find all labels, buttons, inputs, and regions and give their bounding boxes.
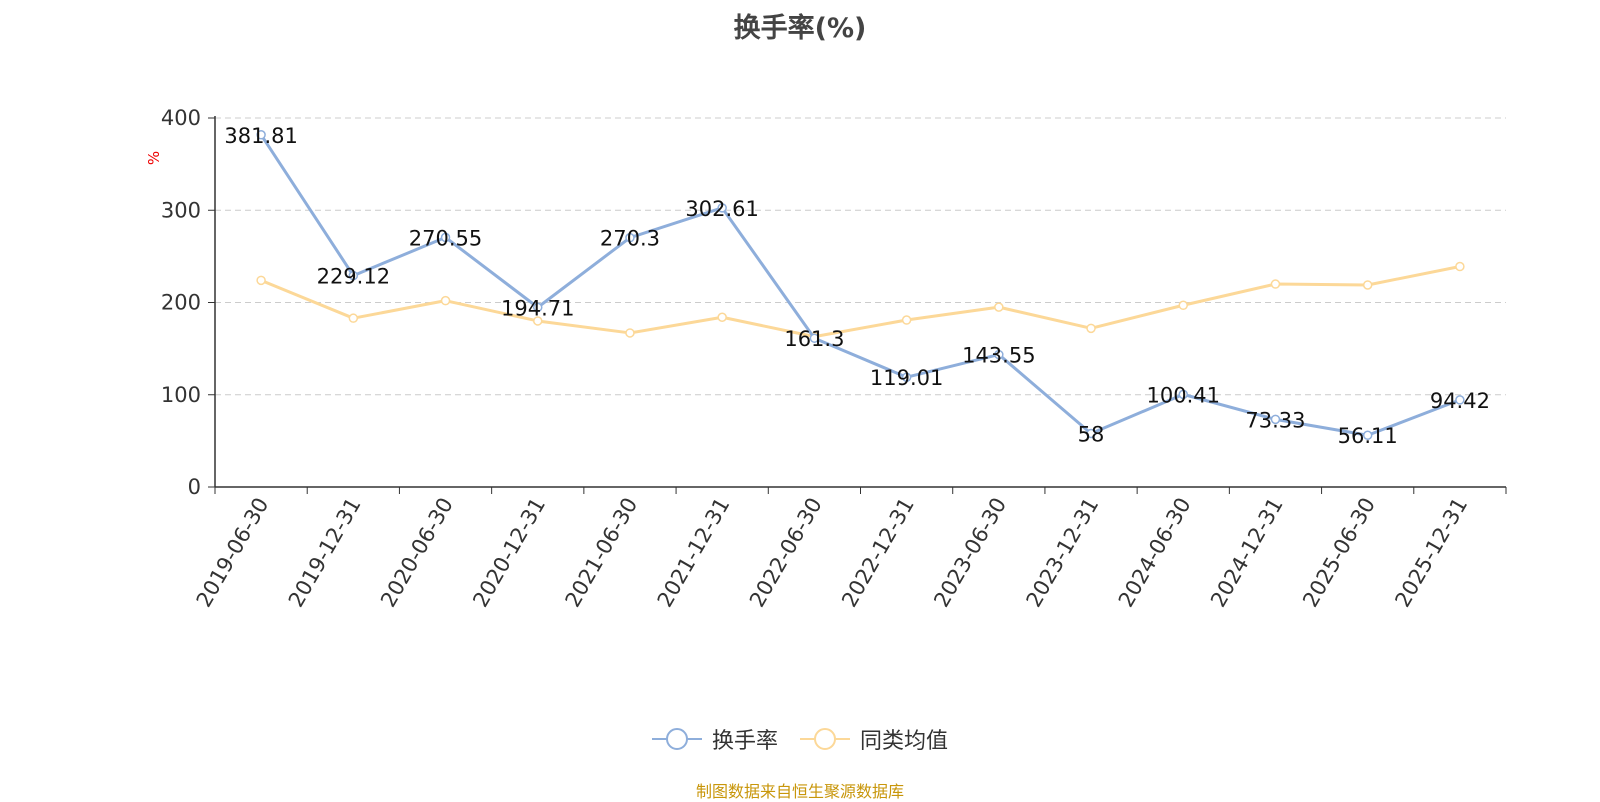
legend-label-peer-average: 同类均值 — [860, 729, 949, 754]
turnover-data-label: 194.71 — [501, 296, 574, 320]
turnover-data-label: 143.55 — [962, 344, 1035, 368]
peer-average-line — [260, 265, 1461, 339]
x-tick-label: 2024-12-31 — [1206, 494, 1288, 612]
turnover-line — [259, 133, 1461, 437]
peer-average-point — [717, 312, 727, 323]
turnover-data-label: 381.81 — [224, 124, 297, 148]
peer-average-point — [994, 302, 1004, 312]
turnover-point — [256, 130, 266, 140]
y-tick-label: 300 — [161, 198, 201, 222]
x-tick-label: 2022-06-30 — [745, 494, 827, 612]
y-tick-label: 0 — [188, 475, 201, 499]
axes: 0 100 200 300 400% 2019-06-30 2019-12-31 2020-0… — [145, 106, 1507, 612]
y-axis-label: % — [145, 151, 163, 165]
x-tick-label: 2023-06-30 — [929, 494, 1011, 612]
legend-label-turnover: 换手率 — [711, 729, 778, 754]
turnover-data-label: 56.11 — [1338, 424, 1398, 448]
x-tick-label: 2023-12-31 — [1022, 494, 1104, 612]
turnover-point — [1270, 414, 1281, 425]
x-tick-label: 2019-12-31 — [284, 494, 366, 612]
chart-title: 换手率(%) — [733, 13, 867, 44]
turnover-data-label: 270.3 — [600, 227, 660, 251]
peer-average-point — [256, 275, 266, 286]
turnover-data-label: 58 — [1078, 422, 1105, 446]
legend: 换手率 同类均值 — [0, 723, 1600, 755]
x-tick-label: 2020-06-30 — [376, 494, 458, 612]
turnover-point — [994, 349, 1004, 360]
data-labels: 381.81 229.12 270.55 194.71 270.3 302.61 161.3… — [224, 124, 1490, 448]
peer-average-point — [1362, 280, 1373, 290]
grid-lines — [215, 117, 1506, 396]
legend-item-turnover[interactable]: 换手率 — [651, 723, 778, 755]
turnover-point — [901, 372, 912, 382]
x-tick-label: 2021-06-30 — [560, 494, 642, 612]
peer-average-point — [625, 328, 635, 338]
y-tick-label: 200 — [161, 291, 201, 315]
y-tick-label: 400 — [161, 106, 201, 130]
turnover-point — [717, 203, 727, 213]
x-tick-label: 2025-06-30 — [1298, 494, 1380, 612]
x-tick-label: 2019-06-30 — [192, 494, 274, 612]
series-lines — [256, 130, 1465, 440]
peer-average-point — [533, 316, 543, 326]
turnover-point — [348, 270, 359, 281]
turnover-data-label: 100.41 — [1147, 383, 1220, 407]
peer-average-point — [1086, 323, 1096, 334]
x-tick-label: 2021-12-31 — [653, 494, 735, 612]
x-tick-label: 2024-06-30 — [1114, 494, 1196, 612]
turnover-point — [1086, 428, 1096, 439]
legend-peer-average-icon — [800, 728, 850, 750]
peer-average-point — [1455, 261, 1465, 272]
peer-average-point — [348, 313, 359, 323]
x-tick-label: 2022-12-31 — [837, 494, 919, 612]
legend-item-peer-average[interactable]: 同类均值 — [800, 723, 948, 755]
turnover-data-label: 302.61 — [685, 197, 758, 221]
turnover-point — [1455, 395, 1465, 405]
source-note: 制图数据来自恒生聚源数据库 — [695, 782, 904, 801]
turnover-data-label: 119.01 — [870, 366, 943, 390]
turnover-data-label: 94.42 — [1430, 389, 1490, 413]
legend-turnover-icon — [651, 728, 702, 750]
turnover-point — [625, 232, 635, 243]
peer-average-point — [1178, 300, 1188, 311]
turnover-data-label: 229.12 — [317, 265, 390, 289]
turnover-data-label: 161.3 — [784, 327, 844, 351]
turnover-point — [533, 302, 543, 313]
peer-average-point — [440, 295, 451, 306]
peer-average-point — [1270, 279, 1281, 289]
turnover-data-label: 270.55 — [409, 226, 482, 250]
x-tick-label: 2020-12-31 — [468, 494, 550, 612]
turnover-point — [809, 333, 820, 343]
turnover-point — [440, 232, 451, 243]
turnover-point — [1178, 389, 1188, 400]
turnover-data-label: 73.33 — [1245, 408, 1305, 432]
x-tick-label: 2025-12-31 — [1390, 494, 1472, 612]
y-tick-label: 100 — [161, 383, 201, 407]
turnover-point — [1362, 430, 1373, 440]
peer-average-point — [901, 315, 912, 325]
